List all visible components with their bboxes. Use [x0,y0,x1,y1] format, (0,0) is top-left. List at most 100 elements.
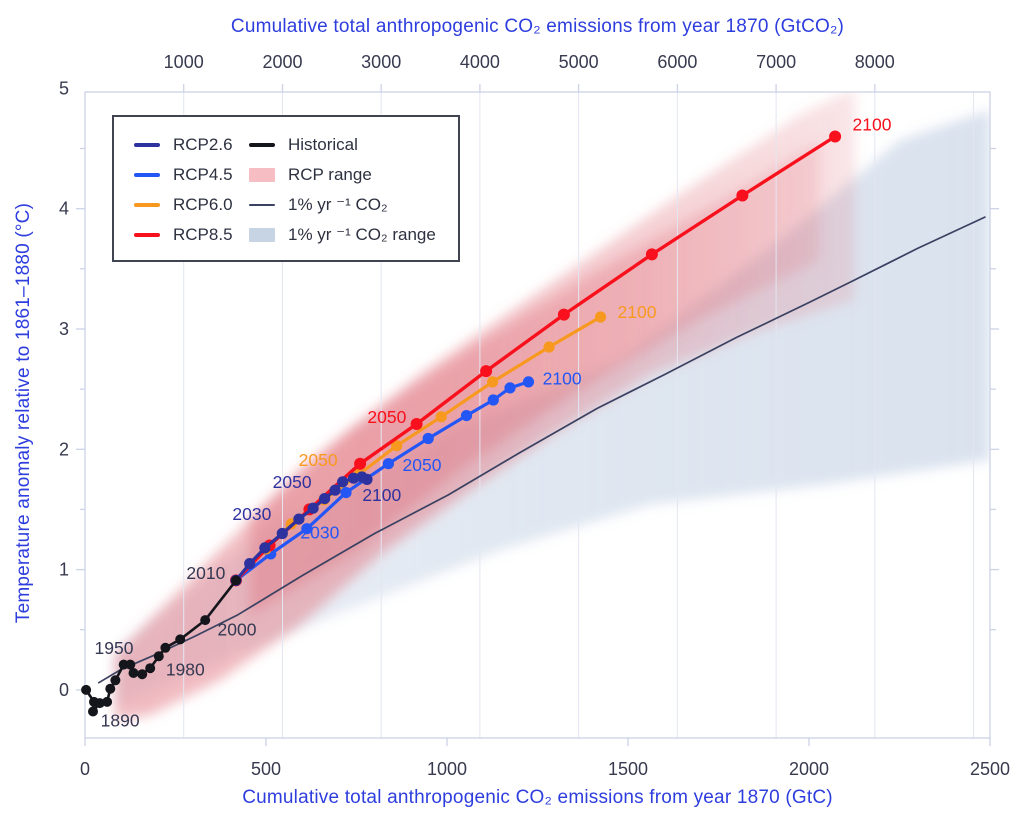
historical-marker [125,659,136,670]
historical-marker [200,615,211,626]
legend-item-rcp85: RCP8.5 [134,220,249,250]
svg-text:0: 0 [80,759,90,779]
bottom-axis-title: Cumulative total anthropogenic CO₂ emiss… [242,787,833,808]
svg-text:6000: 6000 [657,52,697,72]
rcp8-5-marker [736,189,749,202]
rcp2-6-marker [293,513,305,525]
svg-text:2000: 2000 [789,759,829,779]
one-percent-line-swatch [249,204,275,206]
historical-marker [160,642,171,653]
rcp8-5-marker [354,457,367,470]
rcp4-5-line [234,380,531,583]
legend-item-1pct-co2: 1% yr ⁻¹ CO₂ [249,190,458,220]
1-yr-1-co2-series [97,216,986,684]
rcp4-5-marker [487,394,499,406]
rcp2-6-series [230,471,373,587]
rcp6-0-marker [435,411,447,423]
historical-line-swatch [249,143,275,147]
rcp2-6-marker [244,558,256,570]
svg-text:4: 4 [59,199,69,219]
1-yr-1-co2-line [97,216,986,684]
axis-ticks [76,84,999,746]
year-annotation: 1980 [166,659,205,679]
svg-text:1: 1 [59,560,69,580]
one-percent-range-swatch [249,228,275,242]
svg-text:3000: 3000 [361,52,401,72]
rcp85-line-swatch [134,233,160,237]
legend-item-rcp45: RCP4.5 [134,160,249,190]
legend-item-rcp26: RCP2.6 [134,130,249,160]
svg-text:1000: 1000 [164,52,204,72]
left-axis-title: Temperature anomaly relative to 1861–188… [13,202,34,624]
rcp4-5-marker [460,410,473,422]
svg-text:2000: 2000 [262,52,302,72]
year-annotation: 2000 [218,620,257,640]
year-annotations: 1890195019802000201020302050210020302050… [95,115,892,731]
svg-text:4000: 4000 [460,52,500,72]
historical-marker [102,696,113,707]
rcp4-5-marker [382,458,394,470]
legend-label: Historical [288,135,358,154]
year-annotation: 2030 [300,522,339,542]
legend: RCP2.6 RCP4.5 RCP6.0 RCP8.5 Historical R… [112,115,460,262]
rcp4-5-marker [340,487,352,499]
legend-item-rcp-range: RCP range [249,160,458,190]
svg-text:3: 3 [59,319,69,339]
rcp4-5-marker [422,432,434,445]
historical-series [81,575,241,717]
svg-text:0: 0 [59,680,69,700]
year-annotation: 2100 [543,368,582,388]
rcp6-0-marker [594,311,607,323]
rcp4-5-marker [522,376,535,388]
rcp45-line-swatch [134,173,160,177]
year-annotation: 2030 [232,504,271,524]
rcp8-5-marker [645,248,658,261]
historical-marker [105,683,116,694]
rcp6-0-marker [487,376,499,388]
svg-text:5000: 5000 [559,52,599,72]
svg-text:1000: 1000 [427,759,467,779]
year-annotation: 2010 [186,563,225,583]
svg-text:7000: 7000 [756,52,796,72]
svg-text:8000: 8000 [855,52,895,72]
rcp2-6-marker [329,484,341,496]
year-annotation: 1890 [101,711,140,731]
svg-text:2500: 2500 [970,759,1010,779]
historical-marker [145,663,156,674]
legend-label: 1% yr ⁻¹ CO₂ range [288,225,436,244]
tick-labels: 0 1 2 3 4 5 0 500 1000 1500 2000 2500 1000 2000 3000 40… [59,52,1010,779]
historical-marker [128,668,139,678]
legend-label: RCP4.5 [173,165,233,184]
historical-marker [81,684,92,695]
legend-label: RCP6.0 [173,195,233,214]
year-annotation: 2050 [273,472,312,492]
rcp2-6-marker [361,473,373,485]
rcp4-5-marker [301,523,313,535]
year-annotation: 2050 [403,455,442,475]
year-annotation: 2100 [853,115,892,135]
historical-marker [110,675,121,686]
legend-label: 1% yr ⁻¹ CO₂ [288,195,388,214]
rcp8-5-marker [557,308,570,321]
rcp60-line-swatch [134,203,160,207]
rcp2-6-marker [276,527,288,540]
plot-frame [84,91,991,739]
legend-item-historical: Historical [249,130,458,160]
rcp4-5-marker [504,382,516,394]
legend-label: RCP2.6 [173,135,233,154]
year-annotation: 2050 [367,407,406,427]
historical-marker [153,651,164,662]
rcp2-6-marker [319,493,331,505]
svg-text:500: 500 [251,759,281,779]
rcp6-0-marker [543,341,555,353]
rcp6-0-marker [391,440,403,452]
rcp-range-swatch [249,168,275,182]
historical-marker [231,575,241,586]
year-annotation: 2100 [618,302,657,322]
year-annotation: 2100 [362,485,401,505]
rcp8-5-marker [410,418,423,430]
top-axis-title: Cumulative total anthropogenic CO₂ emiss… [230,16,845,37]
svg-text:1500: 1500 [608,759,648,779]
rcp8-5-marker [829,130,842,143]
